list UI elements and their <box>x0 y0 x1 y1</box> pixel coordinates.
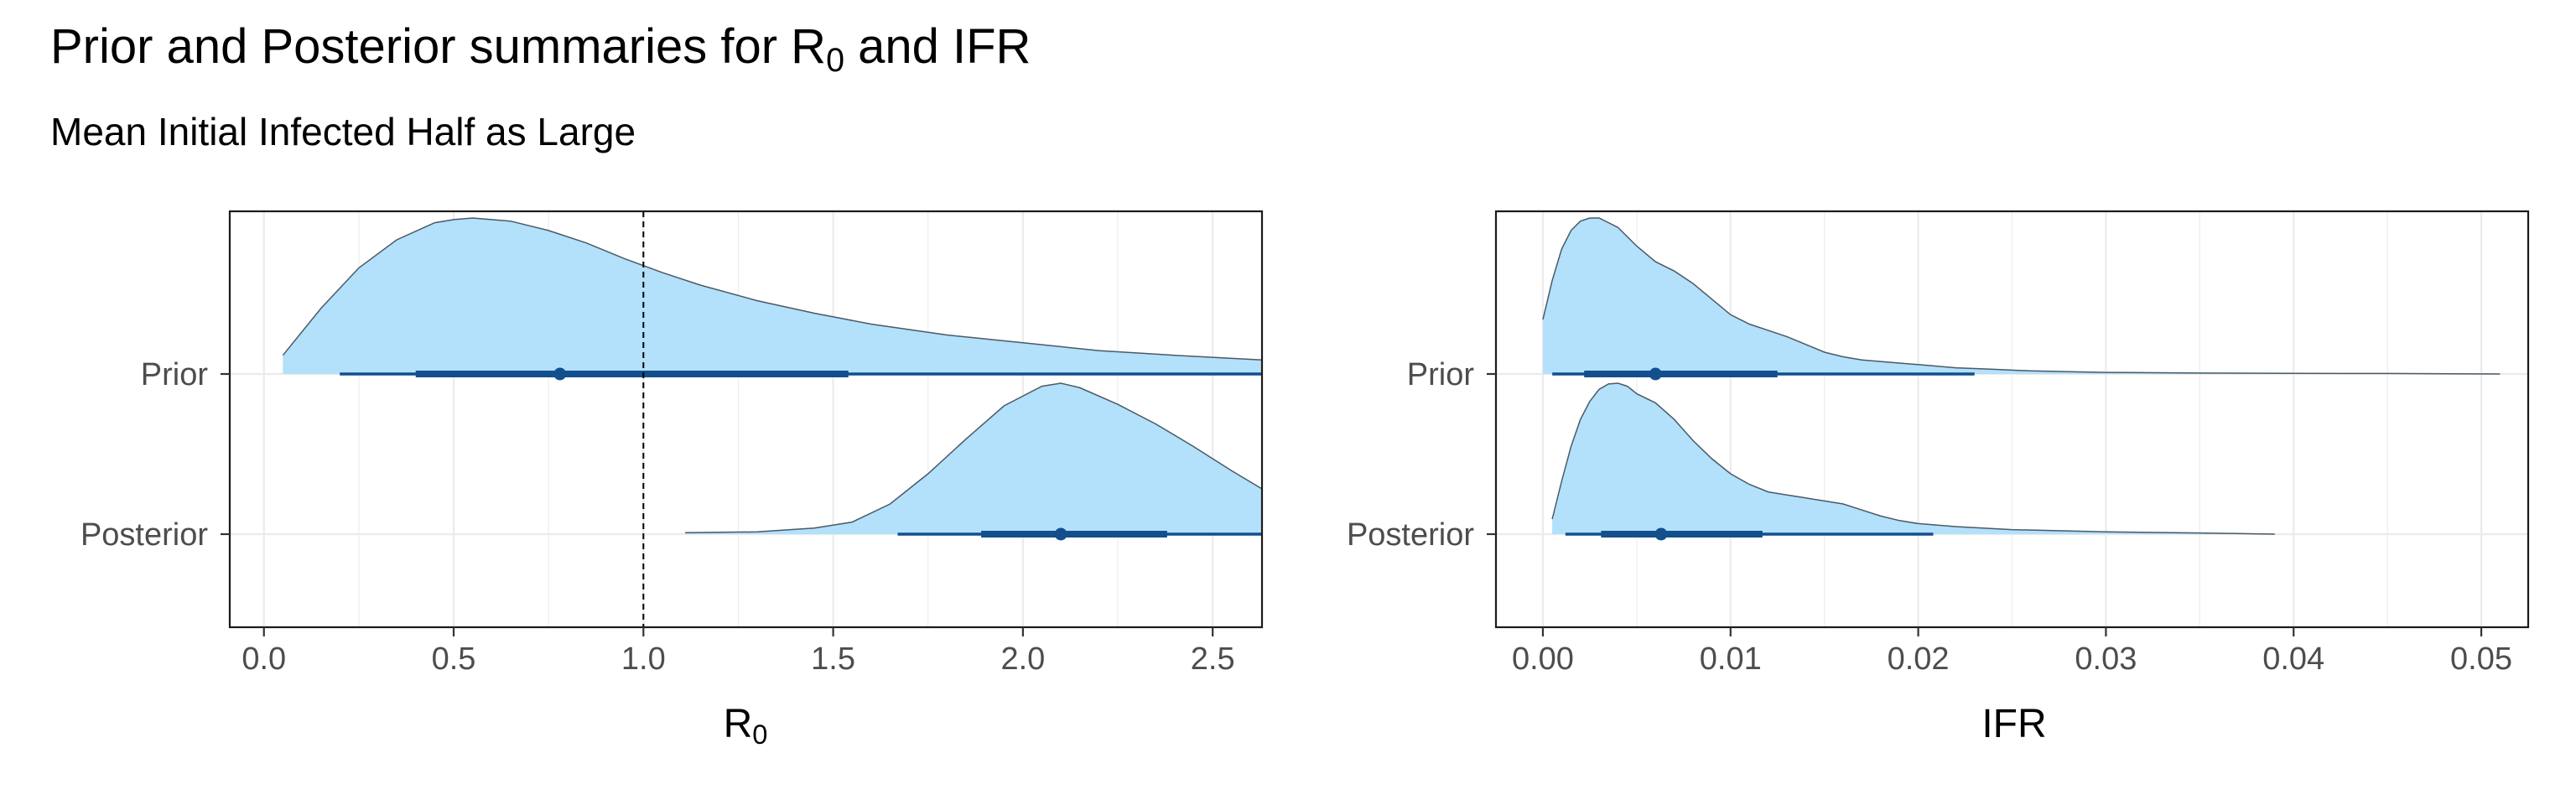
panel-content <box>282 217 1262 541</box>
x-axis-label-r0: R0 <box>724 701 768 750</box>
x-tick-label: 0.04 <box>2262 641 2324 677</box>
density-fill-posterior <box>1552 383 2275 534</box>
x-axis-label-text: IFR <box>1981 702 2047 746</box>
x-tick-label: 0.00 <box>1512 641 1574 677</box>
density-outline-posterior <box>685 382 1262 533</box>
x-axis-label-ifr: IFR <box>1981 701 2046 750</box>
title-main: Prior and Posterior summaries for R <box>50 19 827 74</box>
x-axis-label-text: R <box>723 702 753 746</box>
y-axis: Prior Posterior <box>80 357 230 553</box>
density-outline-posterior <box>1551 382 2275 535</box>
panel-r0: 0.0 0.5 1.0 1.5 2.0 2.5 Prior Posterior <box>80 210 1264 677</box>
x-axis: 0.0 0.5 1.0 1.5 2.0 2.5 <box>242 627 1235 677</box>
y-category-label-prior: Prior <box>141 357 209 392</box>
chart-subtitle: Mean Initial Infected Half as Large <box>50 110 636 153</box>
x-tick-label: 2.5 <box>1191 641 1235 677</box>
panel-border <box>228 210 1264 629</box>
point-estimate-posterior <box>1054 527 1067 541</box>
x-tick-label: 1.5 <box>811 641 855 677</box>
density-fill-prior <box>283 218 1262 374</box>
x-tick-label: 0.01 <box>1700 641 1762 677</box>
density-outline-prior <box>1542 217 2501 375</box>
density-fill-prior <box>1543 218 2501 374</box>
x-tick-label: 0.5 <box>432 641 476 677</box>
x-tick-label: 1.0 <box>621 641 666 677</box>
y-category-label-posterior: Posterior <box>1347 517 1474 553</box>
x-tick-label: 2.0 <box>1000 641 1045 677</box>
chart-title: Prior and Posterior summaries for R0 and… <box>50 18 1031 80</box>
point-estimate-prior <box>553 367 567 381</box>
density-fill-posterior <box>685 383 1262 534</box>
x-tick-label: 0.02 <box>1888 641 1950 677</box>
x-tick-label: 0.0 <box>242 641 286 677</box>
panel-content <box>1542 217 2501 541</box>
x-axis: 0.00 0.01 0.02 0.03 0.04 0.05 <box>1512 627 2512 677</box>
point-estimate-posterior <box>1654 527 1668 541</box>
y-category-label-prior: Prior <box>1407 357 1475 392</box>
x-tick-label: 0.05 <box>2450 641 2512 677</box>
x-axis-label-subscript: 0 <box>752 719 768 750</box>
x-tick-label: 0.03 <box>2075 641 2137 677</box>
title-subscript: 0 <box>826 41 844 79</box>
title-tail: and IFR <box>844 19 1031 74</box>
point-estimate-prior <box>1649 367 1662 381</box>
y-category-label-posterior: Posterior <box>80 517 208 553</box>
density-outline-prior <box>282 217 1262 361</box>
panel-ifr: 0.00 0.01 0.02 0.03 0.04 0.05 Prior Posterior <box>1347 210 2530 677</box>
panel-border <box>1494 210 2530 629</box>
y-axis: Prior Posterior <box>1347 357 1496 553</box>
